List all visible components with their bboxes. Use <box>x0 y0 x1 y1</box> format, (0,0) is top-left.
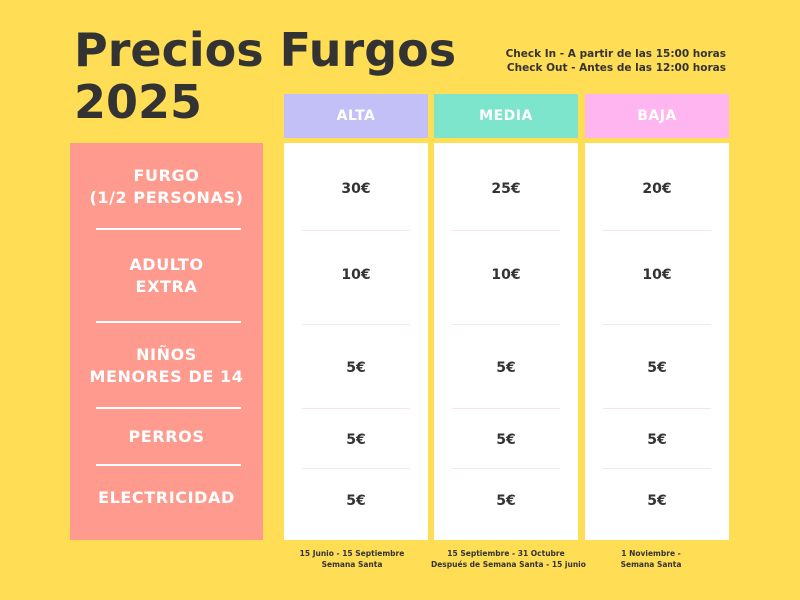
row-separator <box>302 408 410 409</box>
row-separator <box>302 468 410 469</box>
column-header-alta: ALTA <box>284 94 428 138</box>
price-cell: 10€ <box>491 267 521 283</box>
price-cell: 5€ <box>496 360 516 376</box>
row-separator <box>603 408 711 409</box>
row-separator <box>452 468 560 469</box>
page-title: Precios Furgos 2025 <box>74 24 456 128</box>
row-divider <box>96 321 241 323</box>
title-line-2: 2025 <box>74 75 203 129</box>
row-label-text: PERROS <box>128 427 205 446</box>
row-label-text: EXTRA <box>135 277 198 296</box>
price-cell: 5€ <box>496 493 516 509</box>
row-label-adulto-extra: ADULTO EXTRA <box>70 254 263 298</box>
row-label-electricidad: ELECTRICIDAD <box>70 487 263 509</box>
column-baja: 20€ 10€ 5€ 5€ 5€ <box>585 143 729 540</box>
column-header-baja: BAJA <box>585 94 729 138</box>
row-separator <box>452 408 560 409</box>
price-cell: 5€ <box>346 432 366 448</box>
price-cell: 5€ <box>346 360 366 376</box>
row-separator <box>603 468 711 469</box>
season-text: Semana Santa <box>321 560 383 569</box>
season-note-media: 15 Septiembre - 31 Octubre Después de Se… <box>431 548 586 570</box>
row-label-text: MENORES DE 14 <box>89 367 244 386</box>
row-separator <box>302 230 410 231</box>
season-text: 15 Septiembre - 31 Octubre <box>447 549 565 558</box>
season-note-alta: 15 Junio - 15 Septiembre Semana Santa <box>277 548 427 570</box>
row-divider <box>96 407 241 409</box>
row-divider <box>96 228 241 230</box>
column-header-media: MEDIA <box>434 94 578 138</box>
season-note-baja: 1 Noviembre - Semana Santa <box>576 548 726 570</box>
season-text: 1 Noviembre - <box>621 549 681 558</box>
row-labels-panel: FURGO (1/2 PERSONAS) ADULTO EXTRA NIÑOS … <box>70 143 263 540</box>
row-separator <box>603 230 711 231</box>
row-label-furgo: FURGO (1/2 PERSONAS) <box>70 165 263 209</box>
price-cell: 20€ <box>642 181 672 197</box>
title-line-1: Precios Furgos <box>74 23 457 77</box>
price-cell: 5€ <box>647 360 667 376</box>
row-separator <box>603 324 711 325</box>
check-in-text: Check In - A partir de las 15:00 horas <box>505 48 726 60</box>
row-label-ninos: NIÑOS MENORES DE 14 <box>70 344 263 388</box>
row-separator <box>302 324 410 325</box>
price-cell: 5€ <box>346 493 366 509</box>
row-label-text: FURGO <box>133 166 200 185</box>
row-label-perros: PERROS <box>70 426 263 448</box>
check-out-text: Check Out - Antes de las 12:00 horas <box>506 62 726 74</box>
row-label-text: NIÑOS <box>136 345 197 364</box>
row-label-text: (1/2 PERSONAS) <box>89 188 244 207</box>
row-separator <box>452 230 560 231</box>
check-info: Check In - A partir de las 15:00 horas C… <box>506 47 726 75</box>
row-divider <box>96 464 241 466</box>
row-separator <box>452 324 560 325</box>
season-text: 15 Junio - 15 Septiembre <box>299 549 405 558</box>
price-cell: 5€ <box>647 432 667 448</box>
price-cell: 5€ <box>647 493 667 509</box>
season-text: Después de Semana Santa - 15 junio <box>431 560 586 569</box>
price-cell: 25€ <box>491 181 521 197</box>
column-media: 25€ 10€ 5€ 5€ 5€ <box>434 143 578 540</box>
price-cell: 10€ <box>642 267 672 283</box>
price-cell: 5€ <box>496 432 516 448</box>
row-label-text: ADULTO <box>129 255 204 274</box>
season-text: Semana Santa <box>620 560 682 569</box>
price-cell: 30€ <box>341 181 371 197</box>
row-label-text: ELECTRICIDAD <box>98 488 235 507</box>
column-alta: 30€ 10€ 5€ 5€ 5€ <box>284 143 428 540</box>
price-cell: 10€ <box>341 267 371 283</box>
